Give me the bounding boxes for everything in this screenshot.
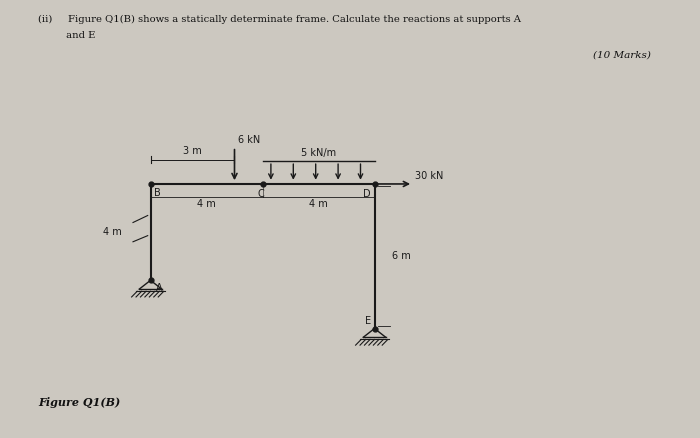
Text: 5 kN/m: 5 kN/m <box>301 148 336 158</box>
Text: A: A <box>156 283 162 293</box>
Text: E: E <box>365 316 371 326</box>
Text: 30 kN: 30 kN <box>415 171 444 181</box>
Text: 4 m: 4 m <box>309 199 328 209</box>
Text: and E: and E <box>38 31 96 40</box>
Text: Figure Q1(B): Figure Q1(B) <box>38 397 120 408</box>
Text: 4 m: 4 m <box>197 199 216 209</box>
Text: D: D <box>363 189 371 199</box>
Text: (ii)     Figure Q1(B) shows a statically determinate frame. Calculate the reacti: (ii) Figure Q1(B) shows a statically det… <box>38 15 522 25</box>
Text: 6 m: 6 m <box>392 251 411 261</box>
Text: 3 m: 3 m <box>183 146 202 156</box>
Text: B: B <box>154 188 161 198</box>
Text: (10 Marks): (10 Marks) <box>593 50 651 60</box>
Text: C: C <box>258 189 265 199</box>
Text: 6 kN: 6 kN <box>238 134 260 145</box>
Text: 4 m: 4 m <box>103 227 121 237</box>
